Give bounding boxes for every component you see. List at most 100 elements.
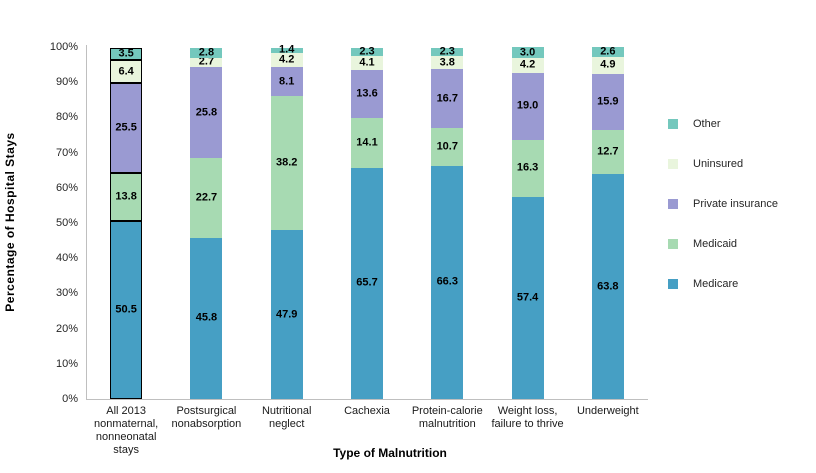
bar-segment-uninsured: 4.2 xyxy=(511,57,544,73)
x-tick-label-1: Postsurgical nonabsorption xyxy=(172,405,242,431)
segment-value-label: 63.8 xyxy=(597,280,619,293)
bar-segment-uninsured: 4.1 xyxy=(351,55,383,71)
segment-value-label: 25.5 xyxy=(115,121,137,134)
y-tick-label-30: 30% xyxy=(55,287,78,300)
y-axis-line xyxy=(86,45,87,399)
x-axis-line xyxy=(86,399,648,400)
segment-value-label: 4.1 xyxy=(359,56,375,69)
bar-segment-other: 3.0 xyxy=(511,47,544,58)
legend-item-uninsured: Uninsured xyxy=(668,144,778,184)
y-tick-label-100: 100% xyxy=(49,41,78,53)
x-tick-label-line: Nutritional xyxy=(261,405,312,417)
bar-segment-medicaid: 16.3 xyxy=(511,139,544,197)
bar-segment-medicaid: 12.7 xyxy=(591,129,624,175)
x-tick-label-line: Postsurgical xyxy=(176,405,237,417)
segment-value-label: 10.7 xyxy=(436,140,458,153)
segment-value-label: 14.1 xyxy=(356,136,378,149)
x-tick-label-line: Weight loss, xyxy=(497,405,558,417)
segment-value-label: 4.2 xyxy=(279,53,295,66)
legend-swatch-icon xyxy=(668,159,678,169)
segment-value-label: 2.6 xyxy=(600,45,616,58)
bar-segment-other: 2.6 xyxy=(591,45,624,58)
x-tick-label-0: All 2013 nonmaternal, nonneonatal stays xyxy=(94,405,158,457)
bar-segment-other: 2.3 xyxy=(431,45,464,58)
x-tick-label-line: failure to thrive xyxy=(491,418,564,430)
bar-segment-medicare: 57.4 xyxy=(511,196,544,399)
segment-value-label: 4.9 xyxy=(600,58,616,71)
bar-segment-medicaid: 38.2 xyxy=(270,95,303,231)
segment-value-label: 15.9 xyxy=(597,95,619,108)
y-tick-label-10: 10% xyxy=(55,357,78,370)
y-tick-label-20: 20% xyxy=(55,322,78,335)
x-tick-label-line: neglect xyxy=(268,418,305,430)
bar-segment-uninsured: 6.4 xyxy=(110,60,143,83)
bar-segment-private-insurance: 16.7 xyxy=(431,69,464,128)
y-tick-label-50: 50% xyxy=(55,217,78,229)
segment-value-label: 22.7 xyxy=(195,191,218,204)
legend-label: Uninsured xyxy=(693,158,744,170)
bar-segment-other: 2.8 xyxy=(190,46,223,59)
x-tick-label-2: Nutritional neglect xyxy=(262,405,312,431)
segment-value-label: 50.5 xyxy=(115,303,137,316)
segment-value-label: 66.3 xyxy=(436,275,458,288)
legend-swatch-icon xyxy=(668,239,678,249)
bar-segment-private-insurance: 13.6 xyxy=(351,70,383,119)
x-tick-label-line: Cachexia xyxy=(344,405,390,417)
x-tick-label-line: nonneonatal xyxy=(95,431,157,443)
segment-value-label: 4.2 xyxy=(519,58,536,71)
legend-label: Medicaid xyxy=(693,238,738,250)
bar-segment-medicare: 65.7 xyxy=(351,167,383,399)
bar-segment-private-insurance: 25.8 xyxy=(190,67,223,158)
bar-segment-medicare: 63.8 xyxy=(591,174,624,399)
y-tick-label-0: 0% xyxy=(62,393,78,405)
bar-segment-other: 3.5 xyxy=(110,47,143,61)
x-tick-label-line: stays xyxy=(113,444,139,456)
x-tick-label-5: Weight loss, failure to thrive xyxy=(491,405,563,431)
bar-5: 57.4 16.3 19.0 4.2 3.0 xyxy=(511,47,544,399)
x-tick-label-3: Cachexia xyxy=(344,405,390,418)
y-tick-label-90: 90% xyxy=(55,76,78,89)
legend-swatch-icon xyxy=(668,279,678,289)
x-tick-label-6: Underweight xyxy=(577,405,639,418)
bar-6: 63.8 12.7 15.9 4.9 2.6 xyxy=(591,45,624,399)
x-tick-label-line: All 2013 xyxy=(106,405,147,417)
segment-value-label: 8.1 xyxy=(279,75,295,88)
segment-value-label: 3.5 xyxy=(118,47,134,60)
segment-value-label: 16.7 xyxy=(436,92,458,105)
segment-value-label: 1.4 xyxy=(279,43,295,56)
segment-value-label: 38.2 xyxy=(275,156,298,169)
segment-value-label: 2.3 xyxy=(359,45,375,58)
segment-value-label: 45.8 xyxy=(195,311,218,324)
bar-segment-uninsured: 2.7 xyxy=(190,55,223,68)
bar-segment-medicaid: 22.7 xyxy=(190,157,223,238)
bar-2: 47.9 38.2 8.1 4.2 1.4 xyxy=(270,43,303,399)
bar-segment-private-insurance: 25.5 xyxy=(110,82,143,173)
bar-segment-medicaid: 13.8 xyxy=(110,172,143,222)
y-tick-label-60: 60% xyxy=(55,181,78,194)
y-tick-label-70: 70% xyxy=(55,146,78,159)
segment-value-label: 12.7 xyxy=(597,145,619,158)
y-tick-label-40: 40% xyxy=(55,252,78,265)
legend-item-other: Other xyxy=(668,104,778,144)
bar-segment-private-insurance: 8.1 xyxy=(270,67,303,96)
segment-value-label: 57.4 xyxy=(516,291,539,304)
bar-segment-medicare: 66.3 xyxy=(431,165,464,399)
x-axis-title: Type of Malnutrition xyxy=(333,446,447,460)
bar-0: 50.5 13.8 25.5 6.4 3.5 xyxy=(110,47,143,399)
bar-1: 45.8 22.7 25.8 2.7 2.8 xyxy=(190,46,223,399)
segment-value-label: 13.8 xyxy=(115,190,137,203)
segment-value-label: 6.4 xyxy=(118,65,134,78)
x-tick-label-line: nonmaternal, xyxy=(94,418,159,430)
legend-item-medicare: Medicare xyxy=(668,264,778,304)
bar-segment-uninsured: 4.2 xyxy=(270,52,303,68)
bar-segment-uninsured: 4.9 xyxy=(591,56,624,74)
segment-value-label: 2.3 xyxy=(439,45,455,58)
bar-segment-other: 2.3 xyxy=(351,45,383,58)
bar-segment-medicaid: 10.7 xyxy=(431,127,464,166)
segment-value-label: 2.7 xyxy=(198,55,215,68)
bar-segment-medicare: 50.5 xyxy=(110,221,143,399)
segment-value-label: 2.8 xyxy=(198,46,215,59)
bar-segment-uninsured: 3.8 xyxy=(431,55,464,70)
bar-segment-medicare: 45.8 xyxy=(190,237,223,399)
